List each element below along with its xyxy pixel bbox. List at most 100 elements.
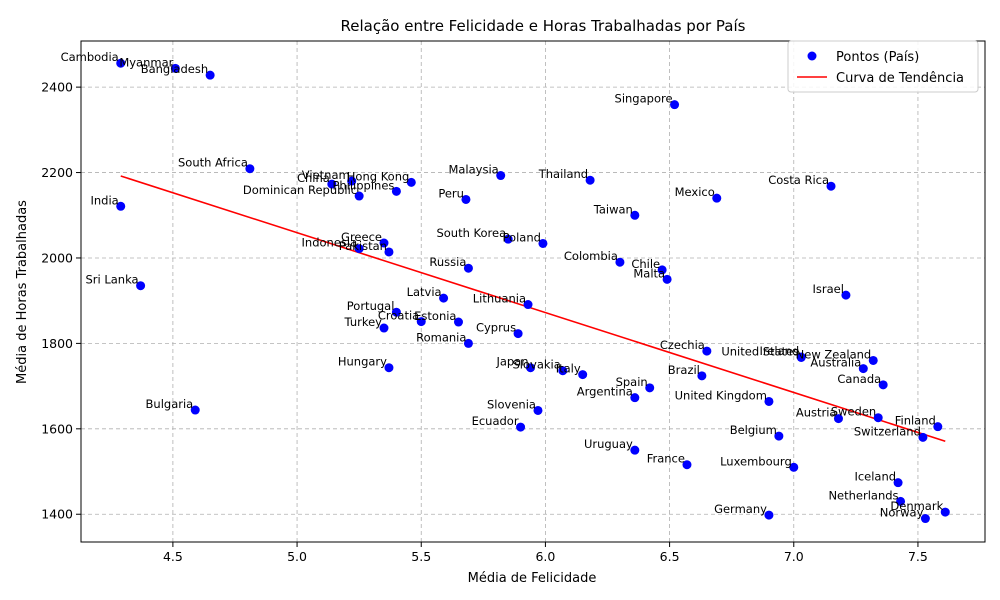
point-label: Israel — [812, 282, 843, 296]
point-label: Czechia — [660, 338, 705, 352]
data-point — [538, 238, 548, 248]
point-label: Japan — [495, 355, 528, 369]
data-point — [645, 383, 655, 393]
point-label: Costa Rica — [768, 173, 829, 187]
data-point — [245, 164, 255, 174]
point-label: Argentina — [577, 385, 633, 399]
data-point — [496, 171, 506, 181]
point-label: Malta — [633, 266, 665, 280]
x-tick-label: 7.0 — [784, 549, 804, 564]
point-label: Peru — [438, 186, 464, 200]
data-point — [789, 462, 799, 472]
point-label: Brazil — [668, 363, 700, 377]
data-point — [826, 181, 836, 191]
point-label: Russia — [429, 255, 466, 269]
point-label: Luxembourg — [720, 454, 792, 468]
point-label: Greece — [341, 230, 382, 244]
x-axis-label: Média de Felicidade — [468, 571, 597, 586]
point-label: New Zealand — [796, 347, 872, 361]
grid — [81, 41, 985, 542]
y-tick-label: 2400 — [41, 80, 73, 95]
point-label: Denmark — [890, 499, 943, 513]
data-point — [453, 317, 463, 327]
data-point — [933, 422, 943, 432]
point-label: Romania — [416, 330, 466, 344]
x-tick-label: 5.5 — [411, 549, 431, 564]
data-point — [379, 323, 389, 333]
trend-line — [120, 175, 946, 442]
point-label: Mexico — [675, 185, 715, 199]
point-label: Switzerland — [854, 424, 921, 438]
point-label: Hungary — [338, 355, 387, 369]
data-point — [558, 366, 568, 376]
x-tick-label: 4.5 — [163, 549, 183, 564]
y-tick-label: 1400 — [41, 507, 73, 522]
point-label: Bangladesh — [141, 62, 208, 76]
point-label: South Korea — [436, 226, 506, 240]
plot-frame — [80, 40, 986, 543]
data-point — [523, 300, 533, 310]
legend: Pontos (País) Curva de Tendência — [787, 40, 979, 93]
data-point — [463, 338, 473, 348]
y-axis-label: Média de Horas Trabalhadas — [15, 200, 30, 384]
chart-title: Relação entre Felicidade e Horas Trabalh… — [341, 17, 746, 35]
point-label: China — [297, 171, 330, 185]
data-point — [630, 210, 640, 220]
data-point — [116, 58, 126, 68]
data-point — [920, 514, 930, 524]
data-point — [940, 507, 950, 517]
point-label: Sweden — [831, 405, 876, 419]
point-label: India — [91, 193, 119, 207]
point-label: Canada — [837, 372, 881, 386]
legend-label-trend: Curva de Tendência — [836, 71, 964, 86]
data-point — [190, 405, 200, 415]
data-point — [896, 496, 906, 506]
point-label: United States — [721, 344, 799, 358]
y-tick-label: 1600 — [41, 421, 73, 436]
data-point — [416, 317, 426, 327]
point-label: South Africa — [178, 156, 248, 170]
data-point — [796, 352, 806, 362]
point-label: Spain — [616, 375, 648, 389]
x-tick-label: 6.5 — [660, 549, 680, 564]
data-point — [630, 445, 640, 455]
data-point — [406, 177, 416, 187]
point-label: Turkey — [344, 315, 383, 329]
data-point — [533, 405, 543, 415]
data-point — [670, 100, 680, 110]
point-label: Ireland — [759, 344, 799, 358]
data-point — [516, 422, 526, 432]
point-label: Colombia — [564, 249, 618, 263]
point-label: Netherlands — [828, 488, 898, 502]
point-label: Myanmar — [119, 55, 173, 69]
point-label: United Kingdom — [675, 388, 767, 402]
data-point — [354, 244, 364, 254]
point-label: Iceland — [854, 470, 896, 484]
point-label: Slovenia — [487, 397, 536, 411]
data-point — [347, 176, 357, 186]
data-point — [893, 478, 903, 488]
data-point — [354, 191, 364, 201]
y-tick-label: 1800 — [41, 336, 73, 351]
data-point — [384, 363, 394, 373]
data-point — [712, 193, 722, 203]
data-point — [585, 175, 595, 185]
data-point — [578, 370, 588, 380]
point-label: Sri Lanka — [85, 273, 138, 287]
point-label: Poland — [503, 230, 541, 244]
point-label: Estonia — [414, 309, 456, 323]
data-point — [662, 274, 672, 284]
data-point — [439, 293, 449, 303]
points-layer — [116, 58, 950, 524]
point-label: Austria — [796, 406, 837, 420]
legend-label-points: Pontos (País) — [836, 50, 919, 65]
data-point — [327, 179, 337, 189]
data-point — [513, 329, 523, 339]
data-point — [461, 194, 471, 204]
point-label: Cyprus — [476, 321, 516, 335]
data-point — [170, 63, 180, 73]
data-point — [657, 265, 667, 275]
